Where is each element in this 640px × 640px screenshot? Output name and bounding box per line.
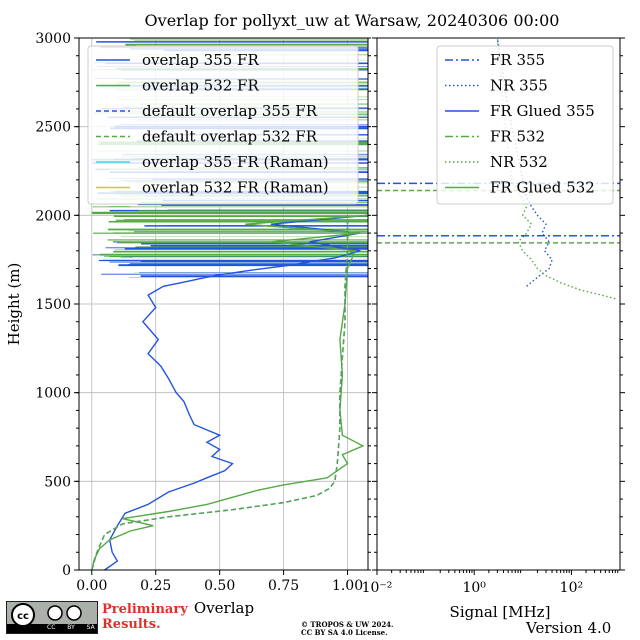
right-xlabel: Signal [MHz]: [450, 603, 551, 621]
series-line-overlap-532-fr: [91, 214, 369, 571]
series-line-overlap-355-fr: [104, 214, 369, 571]
right-xtick-label: 10⁰: [462, 580, 486, 596]
legend-label: overlap 532 FR (Raman): [142, 179, 329, 197]
legend-label: overlap 355 FR (Raman): [142, 153, 329, 171]
copyright-line-2: CC BY SA 4.0 License.: [301, 628, 388, 637]
legend-label: NR 532: [490, 153, 548, 171]
left-xlabel: Overlap: [194, 599, 254, 617]
legend-label: default overlap 532 FR: [142, 128, 318, 146]
signal-panel: 10⁻² 10⁰ 10² Signal [MHz] FR 355 NR 355 FR G…: [362, 37, 625, 621]
left-legend-box: [87, 45, 359, 205]
legend-label: FR 355: [490, 51, 545, 69]
left-xtick-label: 0.00: [76, 578, 107, 594]
right-legend-box: [436, 45, 614, 205]
left-xtick-label: 0.50: [204, 578, 235, 594]
cc-license-badge-icon: cc CC BY SA: [6, 601, 98, 634]
right-ticks: 10⁻² 10⁰ 10²: [362, 37, 625, 596]
left-xtick-label: 0.75: [268, 578, 299, 594]
left-series: [91, 214, 369, 571]
left-ticks: 0.00 0.25 0.50 0.75 1.00 0 500 1000 1500 2000 2500…: [35, 31, 371, 594]
preliminary-line-1: Preliminary: [102, 602, 188, 617]
version-label: Version 4.0: [526, 619, 612, 637]
svg-text:cc: cc: [17, 611, 29, 622]
right-legend: FR 355 NR 355 FR Glued 355 FR 532 NR 532 FR G…: [436, 45, 614, 205]
legend-label: FR Glued 355: [490, 102, 595, 120]
left-ylabel: Height (m): [5, 263, 23, 346]
series-line-default-overlap-532-fr: [91, 215, 349, 571]
left-legend: overlap 355 FR overlap 532 FR default over…: [87, 45, 359, 205]
left-xtick-label: 1.00: [332, 578, 363, 594]
left-ytick-label: 500: [44, 474, 71, 490]
license-badge-text: CC BY SA: [47, 624, 95, 631]
preliminary-results-note: Preliminary Results.: [102, 602, 188, 632]
left-xtick-label: 0.25: [140, 578, 171, 594]
left-ytick-label: 2000: [35, 208, 71, 224]
legend-label: overlap 355 FR: [142, 51, 259, 69]
legend-label: FR Glued 532: [490, 179, 595, 197]
legend-label: overlap 532 FR: [142, 77, 259, 95]
copyright-line-1: © TROPOS & UW 2024.: [301, 620, 394, 629]
left-ytick-label: 3000: [35, 31, 71, 47]
left-ytick-label: 2500: [35, 120, 71, 136]
overlap-panel: 0.00 0.25 0.50 0.75 1.00 0 500 1000 1500 2000 2500…: [5, 31, 371, 617]
legend-label: FR 532: [490, 128, 545, 146]
left-ytick-label: 0: [62, 563, 71, 579]
right-xtick-label: 10²: [560, 580, 583, 596]
right-xtick-label: 10⁻²: [362, 580, 393, 596]
preliminary-line-2: Results.: [102, 617, 161, 632]
chart-title: Overlap for pollyxt_uw at Warsaw, 202403…: [145, 11, 560, 30]
left-ytick-label: 1500: [35, 297, 71, 313]
legend-label: NR 355: [490, 77, 548, 95]
legend-label: default overlap 355 FR: [142, 102, 318, 120]
copyright-note: © TROPOS & UW 2024. CC BY SA 4.0 License…: [301, 621, 394, 637]
left-ytick-label: 1000: [35, 386, 71, 402]
